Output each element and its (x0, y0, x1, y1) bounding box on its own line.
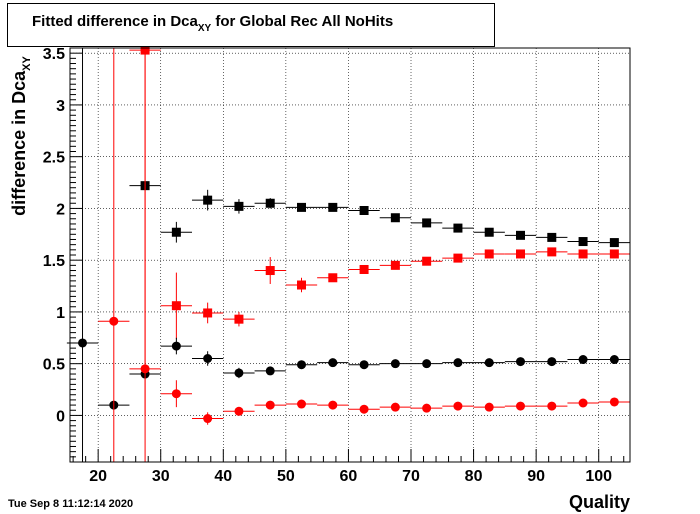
data-point-circle (422, 359, 432, 369)
data-point-square (453, 253, 463, 263)
data-point-circle (203, 414, 213, 424)
data-point-square (171, 301, 181, 311)
title-box: Fitted difference in DcaXY for Global Re… (7, 3, 495, 47)
data-point-square (484, 227, 494, 237)
data-point-square (203, 308, 213, 318)
data-point-circle (609, 397, 619, 407)
chart-title-subscript: XY (197, 23, 212, 34)
data-point-circle (359, 404, 369, 414)
plot-frame (69, 47, 631, 463)
data-point-circle (234, 368, 244, 378)
data-point-circle (390, 359, 400, 369)
data-point-circle (516, 357, 526, 367)
timestamp: Tue Sep 8 11:12:14 2020 (8, 498, 134, 510)
data-point-square (609, 238, 619, 248)
data-point-circle (234, 406, 244, 416)
y-tick-label: 0 (56, 408, 65, 425)
data-point-square (609, 249, 619, 259)
y-axis-label-subscript: XY (21, 56, 33, 71)
data-point-square (297, 280, 307, 290)
data-point-circle (578, 398, 588, 408)
chart-title-prefix: Fitted difference in Dca (32, 13, 198, 30)
data-point-square (359, 264, 369, 274)
data-point-circle (328, 400, 338, 410)
y-tick-label: 3 (56, 98, 65, 115)
y-tick-label: 2 (56, 201, 65, 218)
data-point-square (234, 201, 244, 211)
data-point-square (171, 227, 181, 237)
data-point-square (516, 249, 526, 259)
y-tick-label: 3.5 (43, 46, 65, 63)
data-point-circle (171, 389, 181, 399)
data-point-square (484, 249, 494, 259)
data-point-circle (422, 403, 432, 413)
data-point-square (297, 202, 307, 212)
x-tick-label: 30 (152, 468, 170, 485)
data-point-square (578, 237, 588, 247)
data-point-circle (609, 355, 619, 365)
data-point-circle (578, 355, 588, 365)
data-point-circle (547, 401, 557, 411)
data-point-square (234, 314, 244, 324)
x-tick-label: 20 (89, 468, 107, 485)
series-1 (129, 181, 630, 248)
data-point-circle (359, 360, 369, 370)
data-point-circle (328, 358, 338, 368)
data-point-circle (171, 341, 181, 351)
data-point-square (422, 218, 432, 228)
data-point-circle (140, 364, 150, 374)
data-point-square (390, 213, 400, 223)
data-point-circle (109, 316, 119, 326)
data-point-circle (547, 357, 557, 367)
x-tick-label: 50 (277, 468, 295, 485)
data-point-square (578, 249, 588, 259)
data-point-square (390, 260, 400, 270)
data-point-circle (265, 366, 275, 376)
data-point-square (422, 256, 432, 266)
y-tick-label: 0.5 (43, 357, 65, 374)
data-point-square (328, 273, 338, 283)
data-point-square (265, 266, 275, 276)
x-tick-label: 70 (402, 468, 420, 485)
axis-layer: 20 30 40 50 60 70 80 90 100 0 0.5 1 1.5 2 2.5 3 3.5 (43, 46, 625, 485)
y-tick-label: 1 (56, 305, 65, 322)
data-point-square (453, 223, 463, 233)
y-tick-label: 2.5 (43, 150, 65, 167)
x-tick-label: 60 (340, 468, 358, 485)
data-point-circle (390, 402, 400, 412)
chart-title-suffix: for Global Rec All NoHits (211, 13, 394, 30)
data-point-circle (203, 354, 213, 363)
data-point-circle (265, 400, 275, 410)
data-point-square (265, 198, 275, 208)
x-axis-label: Quality (568, 492, 630, 512)
data-point-square (547, 247, 557, 257)
grid-layer (70, 48, 630, 462)
data-point-circle (516, 401, 526, 411)
data-point-circle (484, 402, 494, 412)
data-point-square (203, 195, 213, 205)
data-point-circle (297, 399, 307, 409)
x-tick-label: 90 (527, 468, 545, 485)
y-tick-label: 1.5 (43, 253, 65, 270)
data-marks-layer (66, 45, 630, 462)
series-4 (98, 48, 630, 462)
data-point-circle (297, 360, 307, 370)
data-point-circle (78, 338, 88, 348)
x-tick-label: 100 (585, 468, 612, 485)
x-tick-label: 40 (214, 468, 232, 485)
data-point-square (359, 205, 369, 215)
y-axis-label-main: difference in Dca (9, 70, 29, 216)
y-axis-label: difference in DcaXY (9, 56, 33, 216)
data-point-square (516, 230, 526, 240)
data-point-square (328, 202, 338, 212)
x-tick-label: 80 (465, 468, 483, 485)
data-point-circle (484, 358, 494, 368)
chart-title: Fitted difference in DcaXY for Global Re… (32, 13, 393, 34)
data-point-circle (453, 401, 463, 411)
data-point-square (547, 232, 557, 242)
data-point-circle (453, 358, 463, 368)
